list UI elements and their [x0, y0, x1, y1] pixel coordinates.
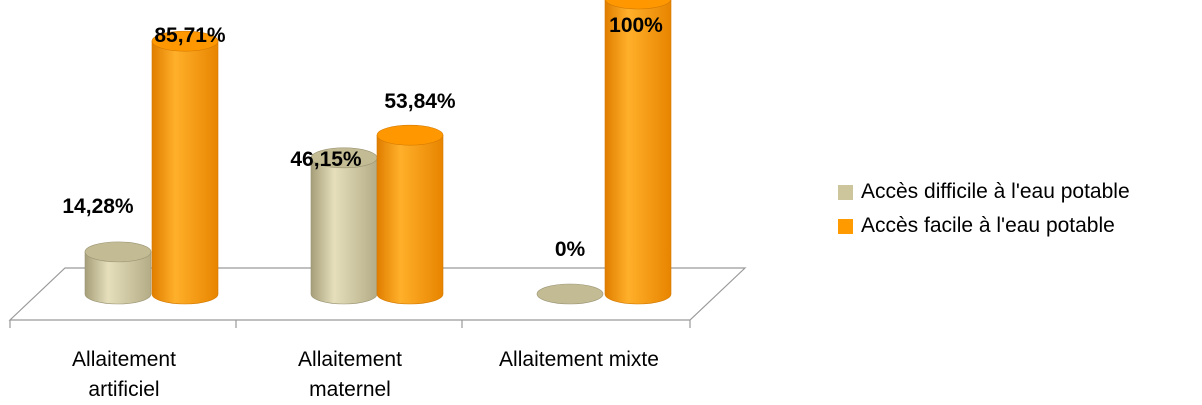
chart-floor-outline	[8, 267, 747, 321]
legend-label-facile: Accès facile à l'eau potable	[861, 214, 1115, 237]
category-label: Allaitement	[72, 348, 176, 371]
bar	[536, 283, 604, 305]
bar	[151, 30, 219, 305]
bar-top	[84, 241, 152, 263]
bars-layer	[84, 0, 672, 305]
bar	[376, 124, 444, 305]
legend: Accès difficile à l'eau potable Accès fa…	[838, 178, 1130, 246]
bar-body	[84, 251, 152, 305]
bar-top	[151, 30, 219, 52]
bar	[84, 241, 152, 305]
data-label: 46,15%	[290, 148, 362, 171]
category-labels-layer: Allaitement artificiel Allaitement maternel…	[72, 348, 659, 401]
bar-body	[151, 40, 219, 305]
category-label: artificiel	[88, 378, 159, 401]
data-label: 14,28%	[62, 195, 134, 218]
data-label: 100%	[609, 14, 663, 37]
bar-body	[376, 134, 444, 305]
category-label: Allaitement mixte	[499, 348, 659, 371]
bar-body	[604, 0, 672, 305]
legend-label-difficile: Accès difficile à l'eau potable	[861, 180, 1130, 203]
bar-top	[536, 283, 604, 305]
data-labels-layer: 14,28% 46,15% 0% 85,71% 53,84% 100%	[62, 14, 663, 261]
category-label: Allaitement	[298, 348, 402, 371]
category-label: maternel	[309, 378, 391, 401]
legend-swatch-difficile	[838, 184, 853, 200]
legend-swatch-facile	[838, 218, 853, 234]
data-label: 0%	[555, 238, 586, 261]
bar	[604, 0, 672, 305]
bar-body	[310, 157, 378, 305]
bar	[310, 147, 378, 305]
data-label: 53,84%	[384, 90, 456, 113]
legend-item-difficile: Accès difficile à l'eau potable	[838, 178, 1130, 206]
bar-top	[604, 0, 672, 10]
bar-top	[376, 124, 444, 146]
legend-item-facile: Accès facile à l'eau potable	[838, 212, 1130, 240]
chart-floor	[8, 267, 747, 328]
data-label: 85,71%	[154, 24, 226, 47]
